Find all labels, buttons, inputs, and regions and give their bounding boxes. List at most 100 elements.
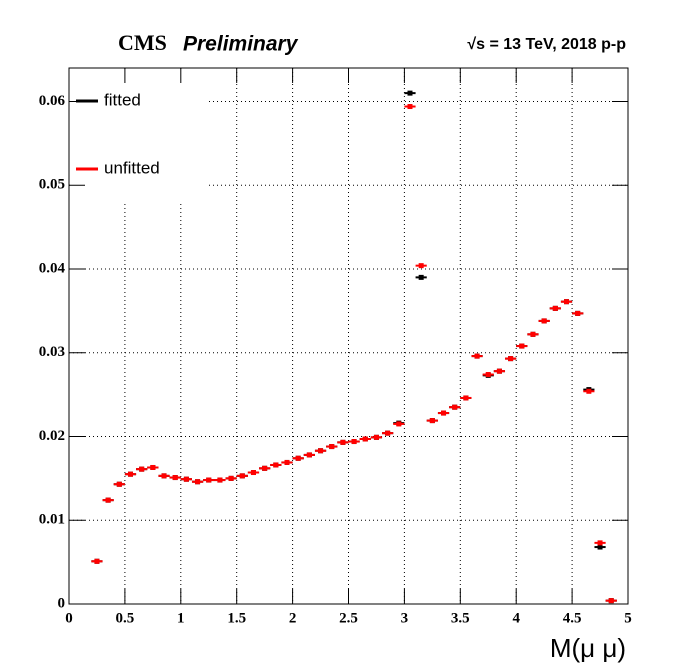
x-tick-label: 4 [512,610,520,626]
data-point [382,430,394,436]
data-point [449,404,461,410]
data-point [326,444,338,450]
marker [496,368,502,374]
data-point [549,305,561,311]
marker [127,471,133,477]
data-point [102,497,114,503]
legend-label: unfitted [104,158,160,177]
data-point [281,459,293,465]
data-point [583,388,595,394]
marker [217,477,223,483]
marker [463,395,469,401]
data-point [404,104,416,110]
data-point [404,90,416,96]
data-point [393,421,405,427]
data-point [605,598,617,604]
data-point [124,471,137,477]
data-point [538,318,550,324]
marker [407,90,413,96]
data-point [270,462,282,468]
x-tick-label: 1 [177,610,185,626]
marker [608,598,614,604]
legend-box [70,69,208,201]
data-point [471,353,483,359]
marker [575,310,581,316]
marker [597,544,603,550]
x-axis-label: M(μ μ) [550,633,626,663]
marker [318,448,324,454]
y-tick-label: 0.04 [39,260,66,276]
marker [552,305,558,311]
y-tick-label: 0.03 [39,344,65,360]
x-tick-label: 3 [401,610,409,626]
marker [206,477,212,483]
data-point [337,439,349,445]
data-point [359,436,371,442]
marker [262,465,268,471]
y-tick-label: 0.02 [39,428,65,444]
marker [116,481,122,487]
x-tick-label: 5 [624,610,632,626]
data-point [259,465,271,471]
marker [239,473,245,479]
data-point [91,558,103,564]
marker [597,540,603,546]
data-point [147,464,159,470]
x-tick-label: 2 [289,610,297,626]
marker [94,558,100,564]
data-point [348,439,360,445]
data-point [136,466,148,472]
data-point [113,481,125,487]
data-point [560,299,573,305]
data-point [203,477,215,483]
x-tick-label: 4.5 [563,610,582,626]
marker [161,473,167,479]
data-point [191,479,204,485]
marker [407,104,413,110]
x-tick-label: 2.5 [339,610,358,626]
y-tick-label: 0 [58,595,66,611]
data-point [482,372,494,378]
y-tick-label: 0.01 [39,512,65,528]
data-point [460,395,472,401]
marker [564,299,570,305]
x-tick-label: 0.5 [116,610,135,626]
marker [273,462,279,468]
y-tick-label: 0.06 [39,93,66,109]
data-point [594,544,606,550]
chart-title: CMS [118,30,167,55]
x-tick-label: 0 [65,610,73,626]
chart-title-suffix: Preliminary [183,33,299,56]
marker [362,436,368,442]
marker [418,263,424,269]
marker [452,404,458,410]
data-point [314,448,327,454]
data-point [303,452,315,458]
marker [474,353,480,359]
data-point [527,331,539,337]
data-point [180,476,192,482]
marker [195,479,201,485]
marker [105,497,111,503]
marker [441,410,447,416]
data-point [505,356,517,362]
marker [295,455,301,461]
data-point [594,540,606,546]
subtitle: √s = 13 TeV, 2018 p-p [467,36,626,53]
marker [150,464,156,470]
marker [373,434,379,440]
data-point [426,418,438,424]
marker [139,466,145,472]
x-tick-label: 3.5 [451,610,470,626]
marker [519,343,525,349]
data-point [292,455,304,461]
x-tick-label: 1.5 [227,610,246,626]
data-point [415,274,427,280]
marker [586,388,592,394]
data-point [236,473,248,479]
data-point [516,343,528,349]
marker [429,418,435,424]
data-point [214,477,226,483]
marker [508,356,514,362]
marker [329,444,335,450]
